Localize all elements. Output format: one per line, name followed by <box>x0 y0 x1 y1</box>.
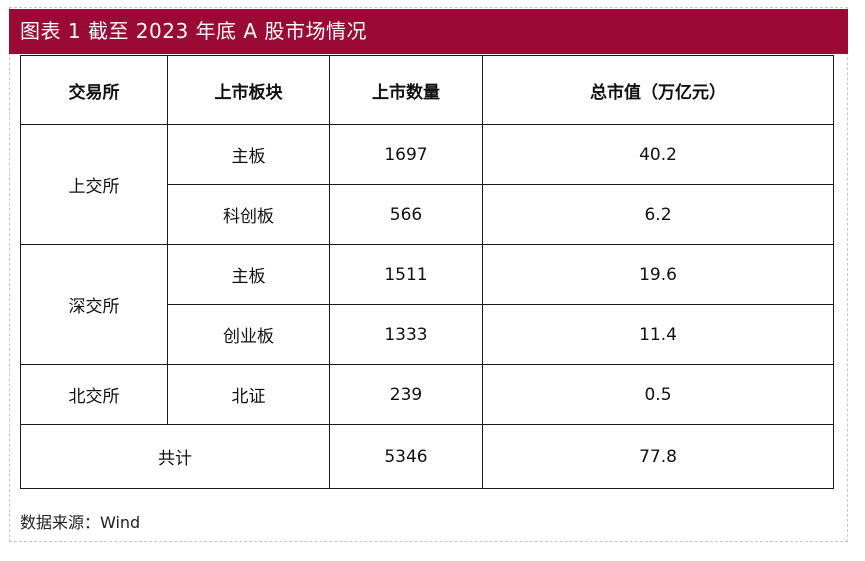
count-cell: 1511 <box>329 244 483 305</box>
table-row: 深交所 主板 1511 19.6 <box>20 244 834 365</box>
board-cell: 北证 <box>167 364 330 425</box>
count-cell: 1333 <box>329 304 483 365</box>
market-cap-cell: 40.2 <box>482 124 834 185</box>
market-cap-cell: 6.2 <box>482 184 834 245</box>
board-cell: 主板 <box>167 124 330 185</box>
exchange-cell: 北交所 <box>20 364 168 425</box>
header-exchange: 交易所 <box>20 55 168 125</box>
market-cap-cell: 11.4 <box>482 304 834 365</box>
figure-title: 图表 1 截至 2023 年底 A 股市场情况 <box>9 9 848 54</box>
count-cell: 239 <box>329 364 483 425</box>
market-cap-cell: 0.5 <box>482 364 834 425</box>
header-count: 上市数量 <box>329 55 483 125</box>
figure-frame <box>9 7 848 542</box>
total-market-cap: 77.8 <box>482 424 834 489</box>
table-row: 科创板 566 6.2 <box>21 184 834 245</box>
total-label: 共计 <box>20 424 330 489</box>
exchange-cell: 深交所 <box>20 244 168 365</box>
table-total-row: 共计 5346 77.8 <box>20 424 834 489</box>
total-count: 5346 <box>329 424 483 489</box>
header-market-cap: 总市值（万亿元） <box>482 55 834 125</box>
count-cell: 566 <box>329 184 483 245</box>
board-cell: 创业板 <box>167 304 330 365</box>
exchange-cell: 上交所 <box>20 124 168 245</box>
table-row: 上交所 主板 1697 40.2 <box>20 124 834 245</box>
table-header-row: 交易所 上市板块 上市数量 总市值（万亿元） <box>20 55 834 125</box>
board-cell: 科创板 <box>167 184 330 245</box>
board-cell: 主板 <box>167 244 330 305</box>
count-cell: 1697 <box>329 124 483 185</box>
a-share-market-table: 交易所 上市板块 上市数量 总市值（万亿元） 上交所 主板 1697 40.2 … <box>20 55 834 489</box>
market-cap-cell: 19.6 <box>482 244 834 305</box>
data-source-note: 数据来源：Wind <box>20 513 141 532</box>
table-row: 北交所 北证 239 0.5 <box>20 364 834 425</box>
header-board: 上市板块 <box>167 55 330 125</box>
table-row: 创业板 1333 11.4 <box>21 304 834 365</box>
